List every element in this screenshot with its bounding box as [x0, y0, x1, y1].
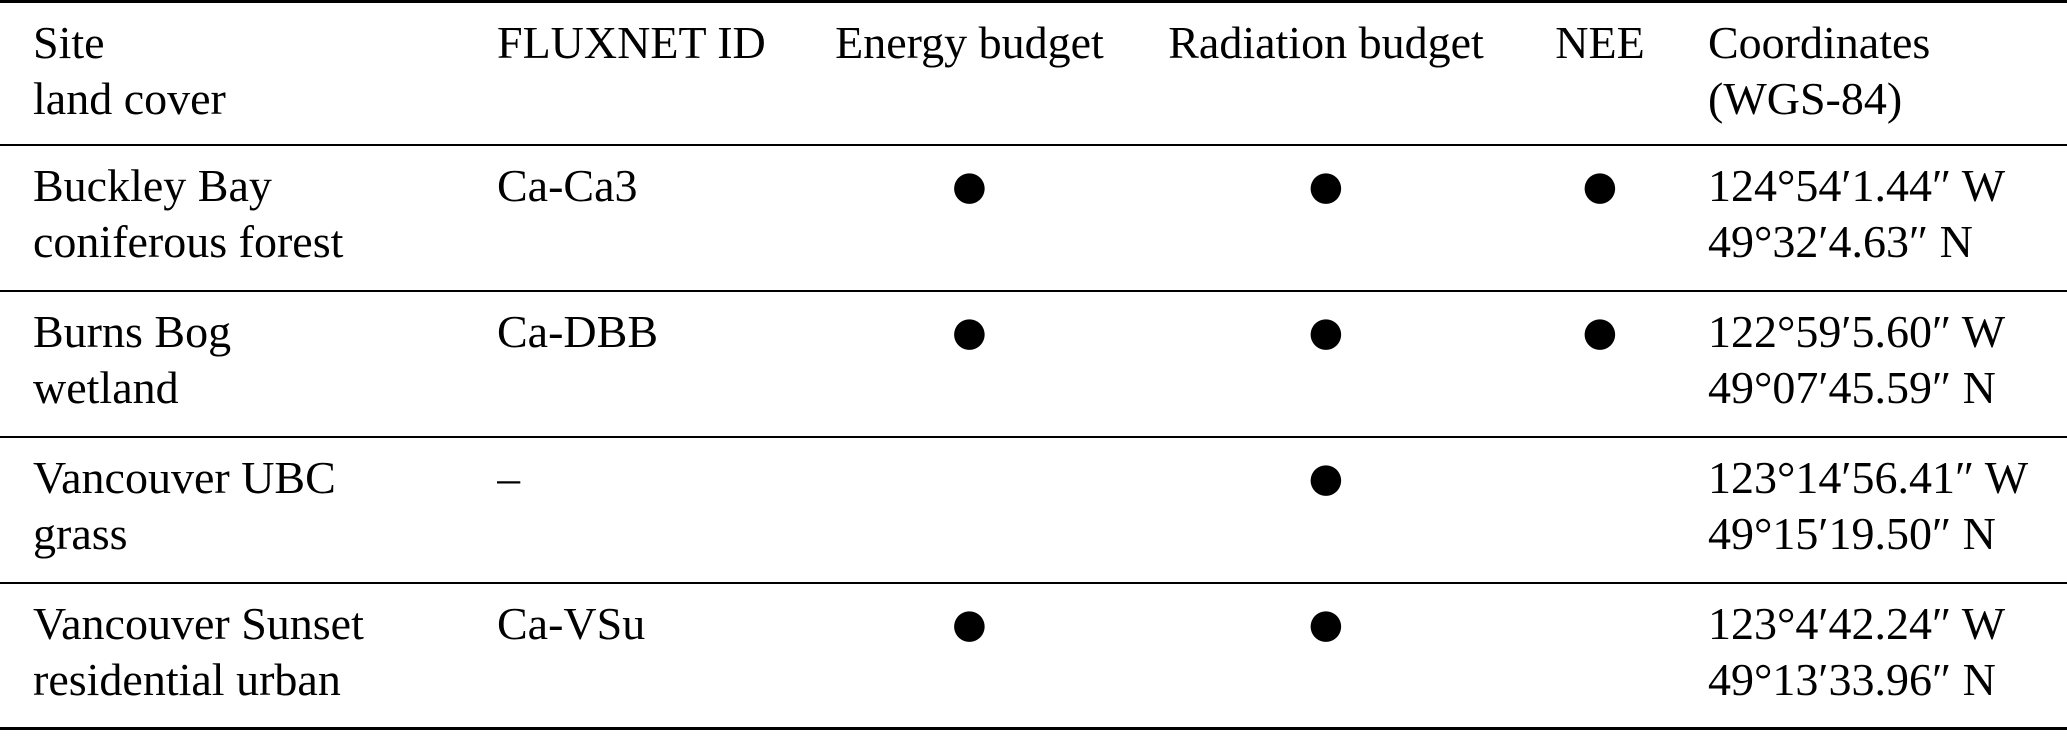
energy-budget-dot-icon: ● — [952, 308, 987, 355]
latitude: 49°13′33.96″ N — [1708, 653, 1996, 705]
site-name: Vancouver Sunset — [33, 597, 364, 649]
column-header-coordinates: Coordinates (WGS-84) — [1690, 2, 2067, 145]
column-header-radiation-budget: Radiation budget — [1168, 17, 1484, 68]
fluxnet-id-cell: Ca-Ca3 — [497, 159, 638, 211]
table-row-vancouver-ubc: Vancouver UBC grass – ● 123°14′56.41″ W … — [0, 437, 2067, 583]
longitude: 122°59′5.60″ W — [1708, 305, 2006, 357]
nee-dot-icon: ● — [1582, 162, 1618, 209]
column-header-energy-budget: Energy budget — [835, 17, 1104, 68]
land-cover: residential urban — [33, 653, 341, 705]
longitude: 123°4′42.24″ W — [1708, 597, 2006, 649]
table-row-vancouver-sunset: Vancouver Sunset residential urban Ca-VS… — [0, 583, 2067, 729]
site-cell: Vancouver UBC grass — [0, 437, 497, 583]
site-cell: Burns Bog wetland — [0, 291, 497, 437]
site-cell: Buckley Bay coniferous forest — [0, 145, 497, 291]
coordinates-cell: 123°14′56.41″ W 49°15′19.50″ N — [1690, 437, 2067, 583]
latitude: 49°07′45.59″ N — [1708, 361, 1996, 413]
header-coordinates-line2: (WGS-84) — [1708, 73, 1903, 124]
table-header-row: Site land cover FLUXNET ID Energy budget… — [0, 2, 2067, 145]
site-cell: Vancouver Sunset residential urban — [0, 583, 497, 729]
nee-dot-icon — [1510, 437, 1690, 583]
header-site-line2: land cover — [33, 73, 226, 124]
coordinates-cell: 123°4′42.24″ W 49°13′33.96″ N — [1690, 583, 2067, 729]
radiation-budget-dot-icon: ● — [1308, 600, 1344, 647]
fluxnet-id-cell: Ca-VSu — [497, 597, 646, 649]
land-cover: grass — [33, 507, 128, 559]
column-header-fluxnet-id: FLUXNET ID — [497, 17, 766, 68]
column-header-nee: NEE — [1555, 17, 1645, 68]
header-coordinates-line1: Coordinates — [1708, 17, 1931, 68]
column-header-site: Site land cover — [0, 2, 497, 145]
site-name: Buckley Bay — [33, 159, 272, 211]
longitude: 123°14′56.41″ W — [1708, 451, 2029, 503]
energy-budget-dot-icon — [797, 437, 1142, 583]
energy-budget-dot-icon: ● — [952, 162, 987, 209]
nee-dot-icon: ● — [1582, 308, 1618, 355]
latitude: 49°32′4.63″ N — [1708, 215, 1973, 267]
fluxnet-id-cell: – — [497, 451, 520, 503]
land-cover: wetland — [33, 361, 179, 413]
energy-budget-dot-icon: ● — [952, 600, 987, 647]
table-row-burns-bog: Burns Bog wetland Ca-DBB ● ● ● 122°59′5.… — [0, 291, 2067, 437]
longitude: 124°54′1.44″ W — [1708, 159, 2006, 211]
table-row-buckley-bay: Buckley Bay coniferous forest Ca-Ca3 ● ●… — [0, 145, 2067, 291]
coordinates-cell: 122°59′5.60″ W 49°07′45.59″ N — [1690, 291, 2067, 437]
radiation-budget-dot-icon: ● — [1308, 454, 1344, 501]
coordinates-cell: 124°54′1.44″ W 49°32′4.63″ N — [1690, 145, 2067, 291]
latitude: 49°15′19.50″ N — [1708, 507, 1996, 559]
nee-dot-icon — [1510, 583, 1690, 729]
site-name: Vancouver UBC — [33, 451, 336, 503]
header-site-line1: Site — [33, 17, 105, 68]
radiation-budget-dot-icon: ● — [1308, 308, 1344, 355]
site-name: Burns Bog — [33, 305, 232, 357]
land-cover: coniferous forest — [33, 215, 344, 267]
radiation-budget-dot-icon: ● — [1308, 162, 1344, 209]
fluxnet-id-cell: Ca-DBB — [497, 305, 658, 357]
